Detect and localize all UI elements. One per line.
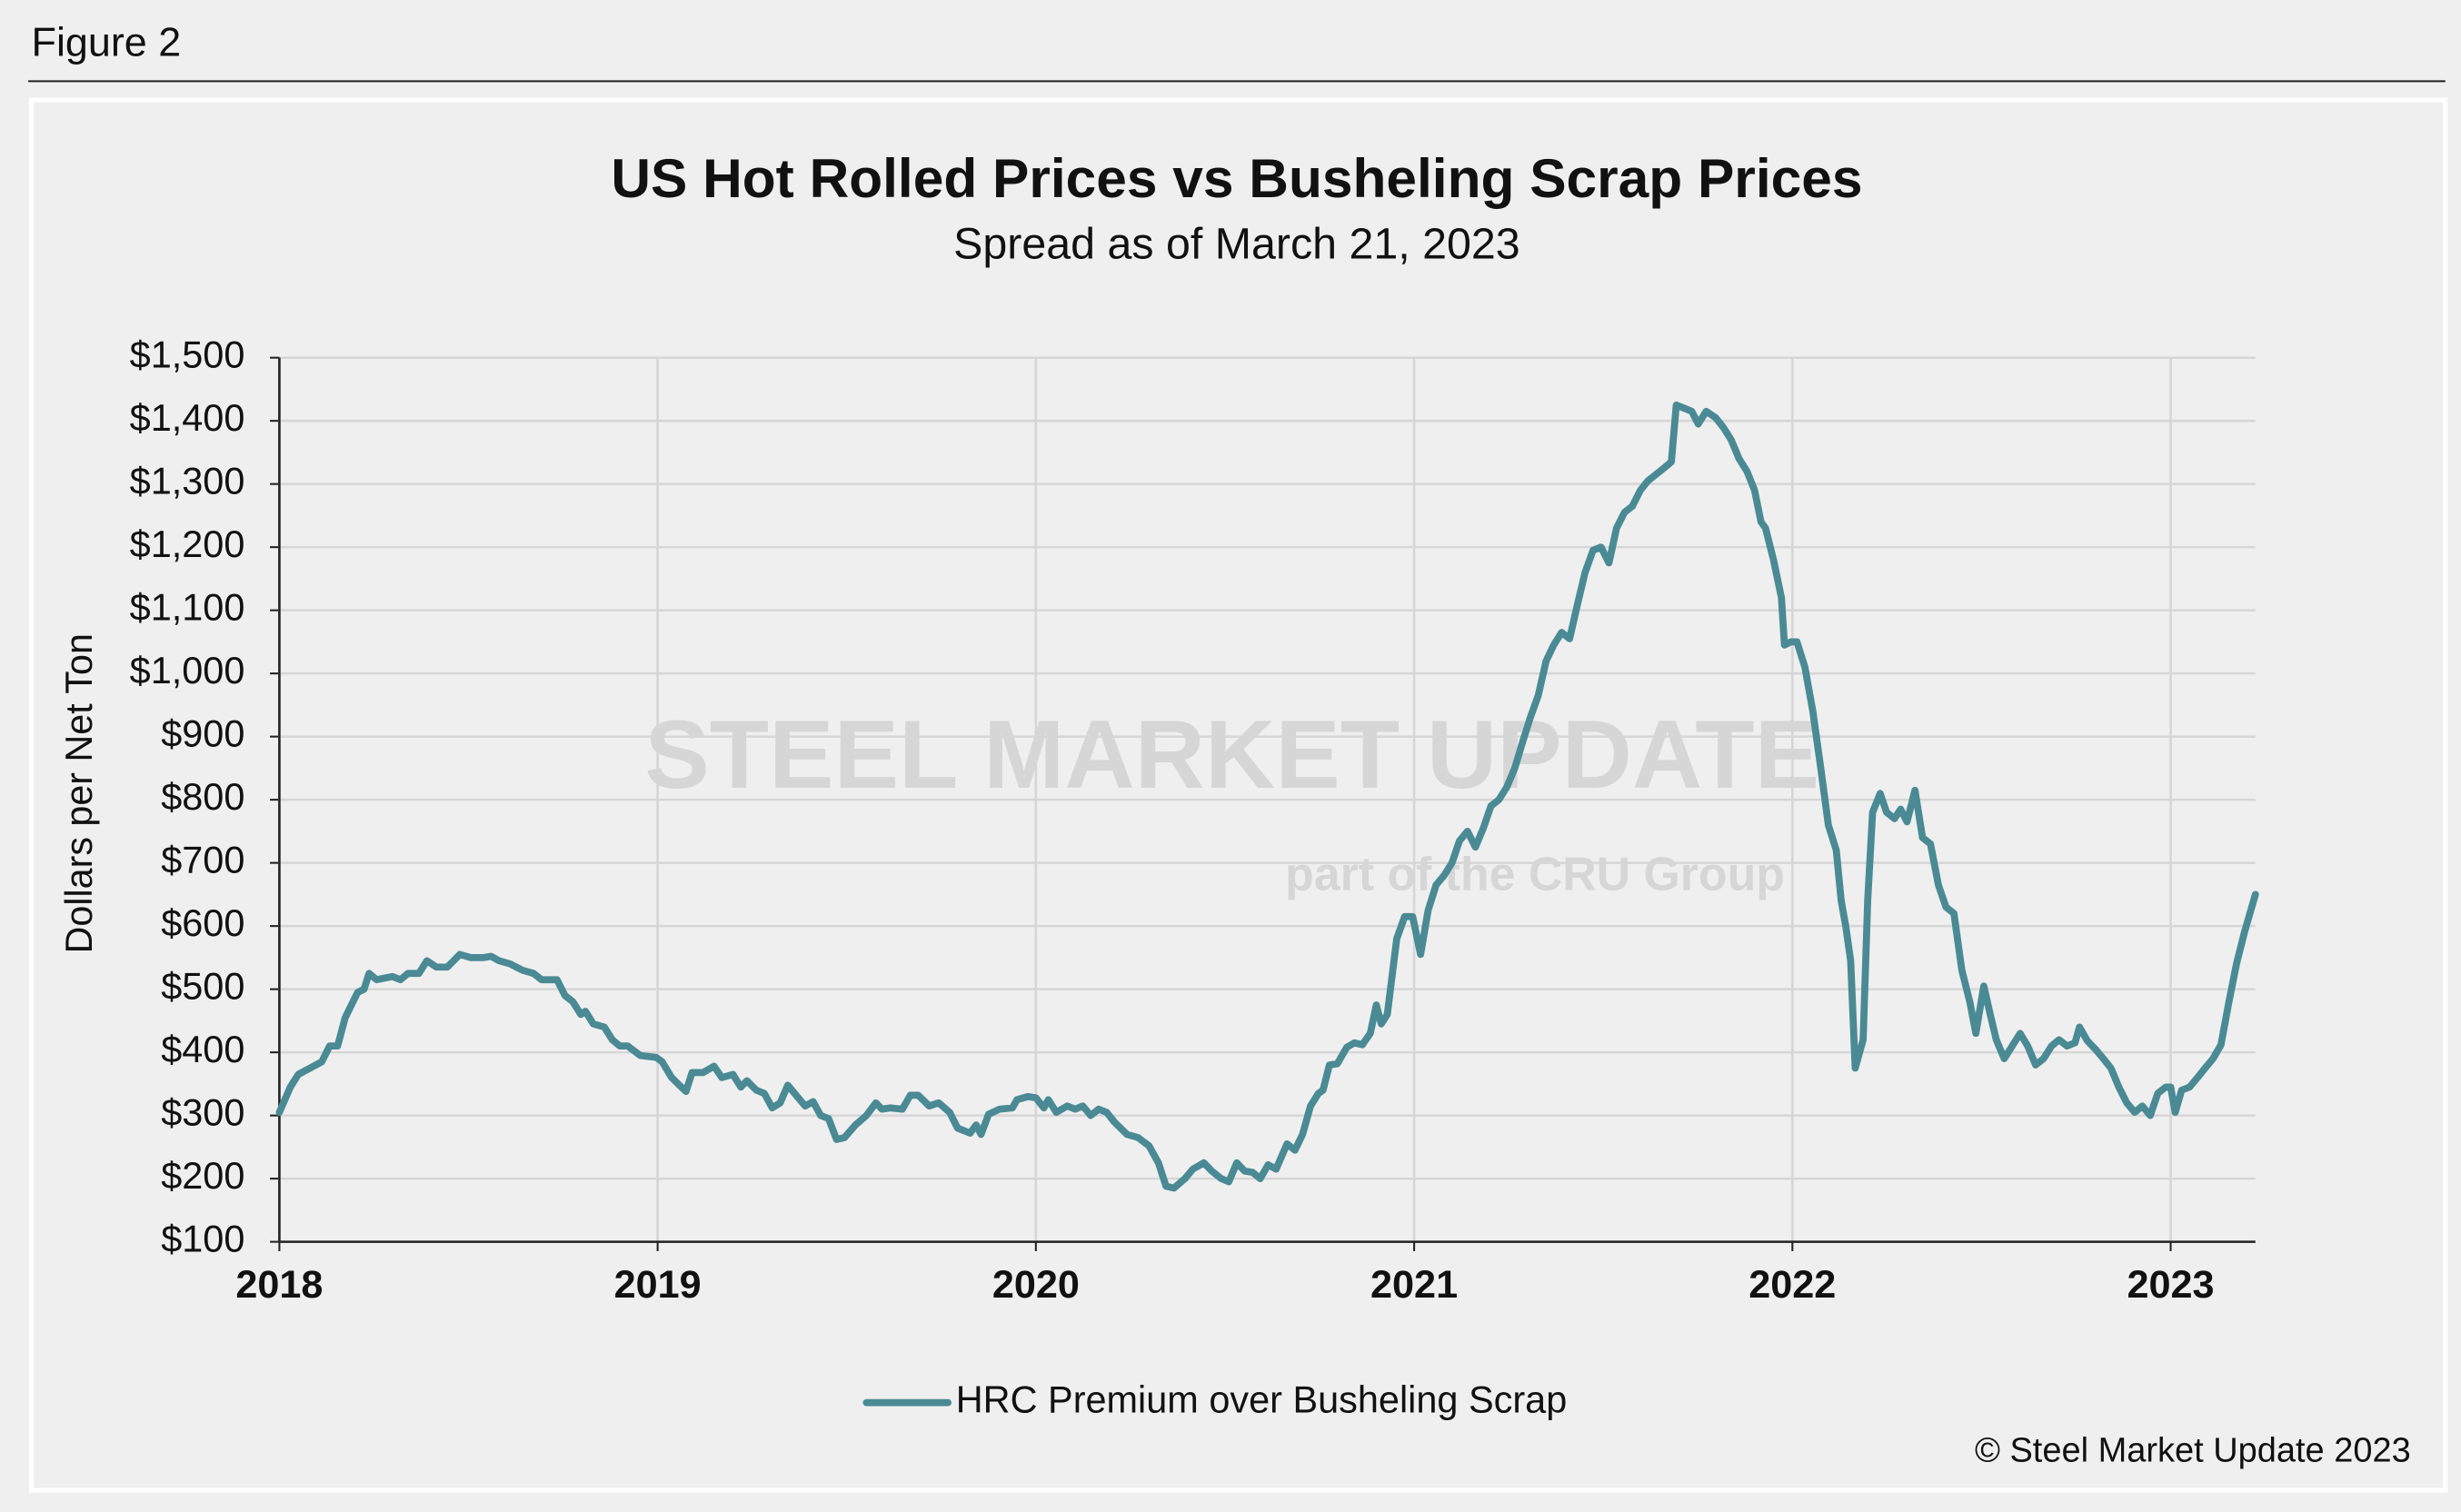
chart-frame (28, 97, 2448, 1493)
y-tick-label: $100 (161, 1219, 244, 1260)
y-tick-label: $600 (161, 902, 244, 944)
y-tick-label: $1,000 (130, 650, 245, 691)
y-axis-label: Dollars per Net Ton (58, 633, 100, 953)
watermark: STEEL MARKET UPDATE part of the CRU Grou… (644, 700, 1819, 900)
legend: HRC Premium over Busheling Scrap (862, 1379, 1567, 1421)
y-tick-label: $1,300 (130, 461, 245, 502)
x-tick-label: 2020 (992, 1263, 1080, 1307)
y-tick-label: $1,200 (130, 523, 245, 565)
y-tick-label: $900 (161, 713, 244, 755)
legend-label: HRC Premium over Busheling Scrap (956, 1379, 1567, 1421)
x-tick-label: 2019 (614, 1263, 702, 1307)
watermark-brand: STEEL MARKET UPDATE (644, 700, 1819, 809)
figure-label: Figure 2 (32, 20, 182, 65)
y-tick-label: $200 (161, 1155, 244, 1197)
chart-subtitle: Spread as of March 21, 2023 (953, 219, 1520, 268)
x-tick-label: 2018 (235, 1263, 323, 1307)
x-tick-label: 2021 (1370, 1263, 1458, 1307)
chart-title: US Hot Rolled Prices vs Busheling Scrap … (611, 147, 1862, 209)
y-tick-label: $1,500 (130, 334, 245, 376)
y-tick-label: $700 (161, 840, 244, 881)
copyright: © Steel Market Update 2023 (1975, 1432, 2411, 1470)
y-tick-label: $800 (161, 776, 244, 818)
y-tick-label: $400 (161, 1029, 244, 1070)
x-tick-label: 2022 (1749, 1263, 1836, 1307)
watermark-tagline: part of the CRU Group (1285, 848, 1785, 900)
y-tick-label: $300 (161, 1092, 244, 1134)
y-tick-label: $1,400 (130, 397, 245, 439)
y-tick-label: $500 (161, 966, 244, 1008)
y-tick-label: $1,100 (130, 587, 245, 629)
data-line (275, 401, 2259, 1192)
x-tick-label: 2023 (2127, 1263, 2215, 1307)
